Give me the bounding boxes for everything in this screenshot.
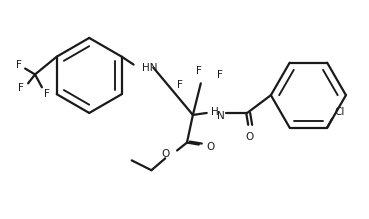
Text: F: F xyxy=(16,60,22,70)
Text: N: N xyxy=(217,111,224,121)
Text: F: F xyxy=(18,83,24,93)
Text: H: H xyxy=(211,107,218,117)
Text: F: F xyxy=(196,67,202,76)
Text: O: O xyxy=(161,149,169,159)
Text: F: F xyxy=(44,89,50,99)
Text: F: F xyxy=(217,71,223,80)
Text: O: O xyxy=(207,141,215,152)
Text: Cl: Cl xyxy=(334,107,344,117)
Text: O: O xyxy=(245,132,253,142)
Text: HN: HN xyxy=(142,63,158,72)
Text: F: F xyxy=(177,80,183,90)
